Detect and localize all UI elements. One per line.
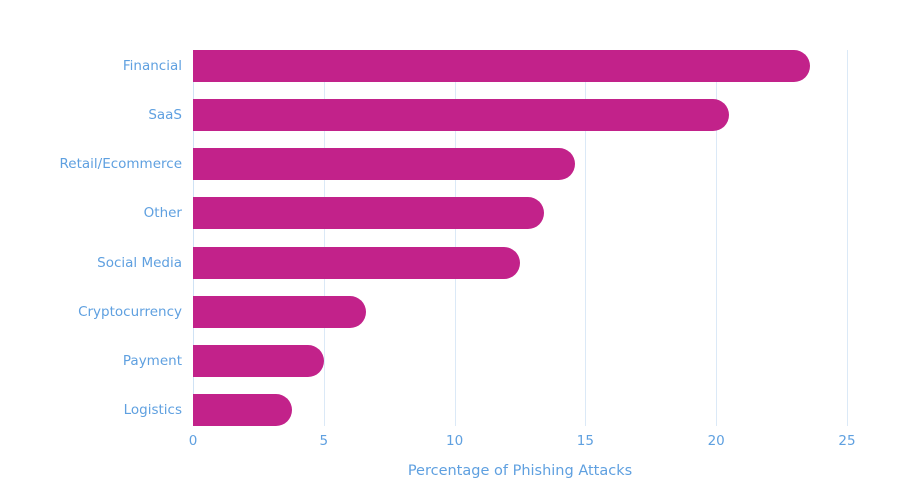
category-label: Payment — [122, 352, 182, 369]
bar-saas[interactable] — [193, 99, 730, 132]
gridline — [847, 50, 848, 426]
plot-area — [193, 50, 848, 426]
category-label: Logistics — [123, 402, 182, 418]
x-tick-label: 15 — [576, 433, 594, 449]
category-label: Cryptocurrency — [78, 303, 182, 320]
gridline — [585, 50, 587, 426]
category-label: Other — [143, 205, 182, 222]
x-tick-label: 10 — [446, 433, 464, 449]
bar-other[interactable] — [193, 197, 544, 230]
category-label: Retail/Ecommerce — [59, 156, 183, 173]
gridline — [716, 50, 718, 426]
x-tick-label: 5 — [319, 433, 329, 449]
x-axis-title: Percentage of Phishing Attacks — [407, 463, 633, 479]
bar-social-media[interactable] — [193, 246, 520, 279]
gridline — [454, 50, 456, 426]
x-tick-label: 20 — [707, 433, 725, 449]
x-tick-label: 0 — [188, 433, 198, 449]
category-label: Financial — [122, 58, 182, 74]
bar-logistics[interactable] — [193, 394, 293, 426]
category-label: SaaS — [148, 107, 182, 124]
gridline — [323, 50, 325, 426]
bar-financial[interactable] — [193, 50, 811, 82]
y-axis-line — [193, 50, 194, 426]
bar-cryptocurrency[interactable] — [193, 295, 366, 328]
category-label: Social Media — [97, 254, 182, 271]
bar-payment[interactable] — [193, 344, 324, 377]
bar-retail-ecommerce[interactable] — [193, 148, 575, 181]
x-tick-label: 25 — [838, 433, 856, 449]
